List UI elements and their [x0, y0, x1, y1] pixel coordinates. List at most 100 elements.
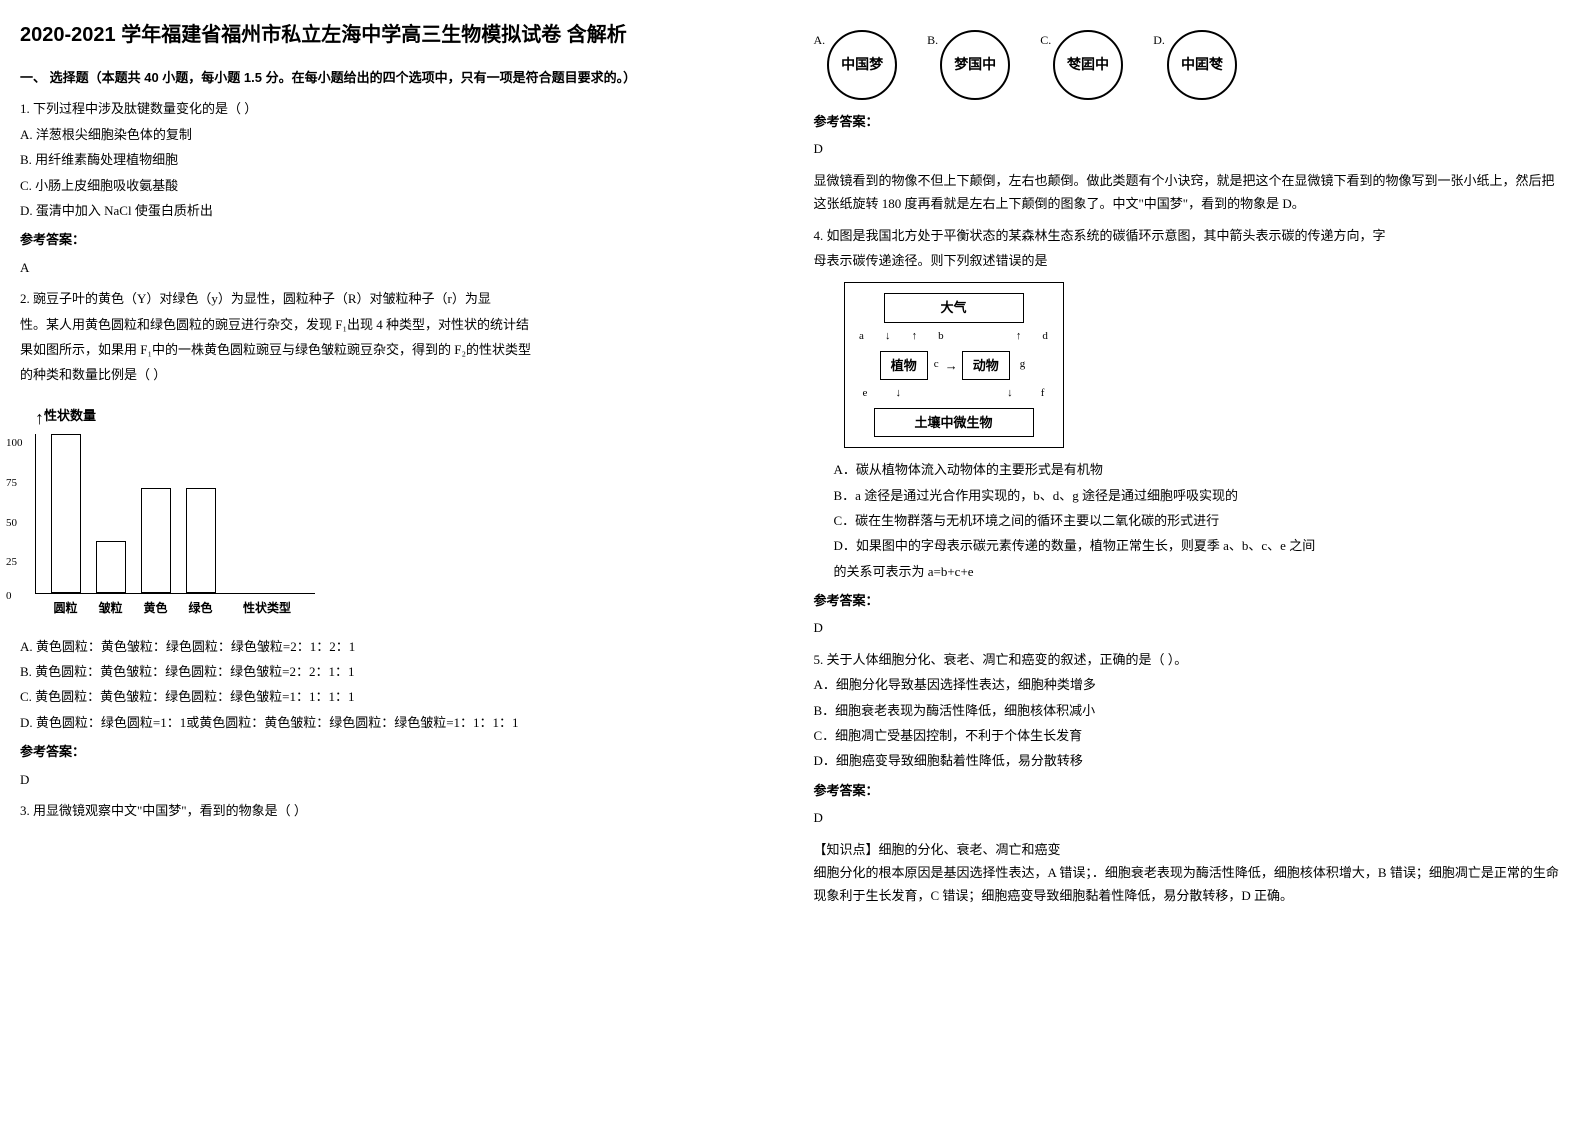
- q3-text: 3. 用显微镜观察中文"中国梦"，看到的物象是（ ）: [20, 799, 774, 822]
- question-2: 2. 豌豆子叶的黄色（Y）对绿色（y）为显性，圆粒种子（R）对皱粒种子（r）为显…: [20, 287, 774, 791]
- q4-text-2: 母表示碳传递途径。则下列叙述错误的是: [814, 249, 1568, 272]
- q5-text: 5. 关于人体细胞分化、衰老、凋亡和癌变的叙述，正确的是（ ）。: [814, 648, 1568, 671]
- q1-answer-label: 参考答案：: [20, 228, 774, 251]
- q3-answer: D: [814, 137, 1568, 160]
- q3-circle-d: 梦国中: [1167, 30, 1237, 100]
- atmosphere-box: 大气: [884, 293, 1024, 322]
- x-axis-labels: 圆粒 皱粒 黄色 绿色 性状类型: [25, 598, 769, 620]
- diagram-row-plant-animal: 植物 c → 动物 g: [851, 351, 1057, 380]
- q4-option-d: D．如果图中的字母表示碳元素传递的数量，植物正常生长，则夏季 a、b、c、e 之…: [834, 534, 1568, 557]
- bar-2: [96, 541, 126, 593]
- q4-option-c: C．碳在生物群落与无机环境之间的循环主要以二氧化碳的形式进行: [834, 509, 1568, 532]
- q3-answer-label: 参考答案：: [814, 110, 1568, 133]
- diagram-row-soil: 土壤中微生物: [851, 408, 1057, 437]
- bar-1: [51, 434, 81, 593]
- q3-d-text: 梦国中: [1181, 52, 1223, 77]
- q3-explanation: 显微镜看到的物像不但上下颠倒，左右也颠倒。做此类题有个小诀窍，就是把这个在显微镜…: [814, 169, 1568, 216]
- q3-b-label: B.: [927, 30, 938, 52]
- left-column: 2020-2021 学年福建省福州市私立左海中学高三生物模拟试卷 含解析 一、 …: [20, 20, 774, 916]
- x-axis-title: 性状类型: [243, 598, 291, 620]
- label-g: g: [1018, 355, 1028, 375]
- q3-a-text: 中国梦: [841, 52, 883, 77]
- q4-text-1: 4. 如图是我国北方处于平衡状态的某森林生态系统的碳循环示意图，其中箭头表示碳的…: [814, 224, 1568, 247]
- q5-answer-label: 参考答案：: [814, 779, 1568, 802]
- exam-title: 2020-2021 学年福建省福州市私立左海中学高三生物模拟试卷 含解析: [20, 20, 774, 50]
- y-label-75: 75: [6, 474, 17, 494]
- q2-option-b: B. 黄色圆粒：黄色皱粒：绿色圆粒：绿色皱粒=2：2：1：1: [20, 660, 774, 683]
- q2-answer-label: 参考答案：: [20, 740, 774, 763]
- q5-option-d: D．细胞癌变导致细胞黏着性降低，易分散转移: [814, 749, 1568, 772]
- q2-option-c: C. 黄色圆粒：黄色皱粒：绿色圆粒：绿色皱粒=1：1：1：1: [20, 685, 774, 708]
- y-label-0: 0: [6, 587, 12, 607]
- label-f: f: [1041, 384, 1045, 404]
- right-column: A. 中国梦 B. 梦国中 C. 中国梦 D. 梦国中: [814, 20, 1568, 916]
- q4-answer: D: [814, 616, 1568, 639]
- q5-option-c: C．细胞凋亡受基因控制，不利于个体生长发育: [814, 724, 1568, 747]
- bar-4: [186, 488, 216, 593]
- q4-option-b: B．a 途径是通过光合作用实现的，b、d、g 途径是通过细胞呼吸实现的: [834, 484, 1568, 507]
- x-label-3: 黄色: [133, 598, 178, 620]
- q2-text-1: 2. 豌豆子叶的黄色（Y）对绿色（y）为显性，圆粒种子（R）对皱粒种子（r）为显: [20, 287, 774, 310]
- label-c: c: [932, 355, 941, 375]
- q1-answer: A: [20, 256, 774, 279]
- q3-b-text: 梦国中: [954, 52, 996, 77]
- q5-explanation: 细胞分化的根本原因是基因选择性表达，A 错误；．细胞衰老表现为酶活性降低，细胞核…: [814, 861, 1568, 908]
- y-label-50: 50: [6, 514, 17, 534]
- q2-text-4: 的种类和数量比例是（ ）: [20, 363, 774, 386]
- q1-option-a: A. 洋葱根尖细胞染色体的复制: [20, 123, 774, 146]
- chart-arrow-title: ↑ 性状数量: [35, 402, 769, 434]
- q5-answer: D: [814, 806, 1568, 829]
- x-label-1: 圆粒: [43, 598, 88, 620]
- label-a: a: [859, 327, 864, 347]
- q3-option-a-wrap: A. 中国梦: [814, 30, 898, 100]
- label-d: d: [1042, 327, 1048, 347]
- q3-option-c-wrap: C. 中国梦: [1040, 30, 1123, 100]
- q5-option-b: B．细胞衰老表现为酶活性降低，细胞核体积减小: [814, 699, 1568, 722]
- animal-box: 动物: [962, 351, 1010, 380]
- q2-text-2: 性。某人用黄色圆粒和绿色圆粒的豌豆进行杂交，发现 F₁出现 4 种类型，对性状的…: [20, 313, 774, 336]
- q4-option-a: A．碳从植物体流入动物体的主要形式是有机物: [834, 458, 1568, 481]
- q1-option-b: B. 用纤维素酶处理植物细胞: [20, 148, 774, 171]
- q3-options: A. 中国梦 B. 梦国中 C. 中国梦 D. 梦国中: [814, 30, 1568, 100]
- q3-a-label: A.: [814, 30, 826, 52]
- q1-option-c: C. 小肠上皮细胞吸收氨基酸: [20, 174, 774, 197]
- down-arrow-icon-3: ↓: [1007, 384, 1013, 404]
- q2-text-3: 果如图所示，如果用 F₁中的一株黄色圆粒豌豆与绿色皱粒豌豆杂交，得到的 F₂的性…: [20, 338, 774, 361]
- q2-option-d: D. 黄色圆粒：绿色圆粒=1：1或黄色圆粒：黄色皱粒：绿色圆粒：绿色皱粒=1：1…: [20, 711, 774, 734]
- q2-answer: D: [20, 768, 774, 791]
- q3-circle-b: 梦国中: [940, 30, 1010, 100]
- soil-box: 土壤中微生物: [874, 408, 1034, 437]
- question-4: 4. 如图是我国北方处于平衡状态的某森林生态系统的碳循环示意图，其中箭头表示碳的…: [814, 224, 1568, 640]
- down-arrow-icon: ↓: [885, 327, 891, 347]
- y-label-100: 100: [6, 434, 23, 454]
- label-b: b: [938, 327, 944, 347]
- chart-y-title: 性状数量: [44, 404, 96, 427]
- q4-answer-label: 参考答案：: [814, 589, 1568, 612]
- y-label-25: 25: [6, 553, 17, 573]
- x-label-2: 皱粒: [88, 598, 133, 620]
- up-arrow-icon: ↑: [912, 327, 918, 347]
- q2-bar-chart: ↑ 性状数量 100 75 50 25 0 圆粒 皱粒 黄: [20, 397, 774, 625]
- diagram-row-atmosphere: 大气: [851, 293, 1057, 322]
- q4-option-d2: 的关系可表示为 a=b+c+e: [834, 560, 1568, 583]
- down-arrow-icon-2: ↓: [896, 384, 902, 404]
- q2-option-a: A. 黄色圆粒：黄色皱粒：绿色圆粒：绿色皱粒=2：1：2：1: [20, 635, 774, 658]
- right-arrow-icon: →: [945, 354, 958, 377]
- question-1: 1. 下列过程中涉及肽键数量变化的是（ ） A. 洋葱根尖细胞染色体的复制 B.…: [20, 97, 774, 279]
- q3-circle-a: 中国梦: [827, 30, 897, 100]
- diagram-arrow-row-2: e ↓ ↓ f: [851, 384, 1057, 404]
- up-arrow-icon-2: ↑: [1016, 327, 1022, 347]
- label-e: e: [863, 384, 868, 404]
- q3-option-d-wrap: D. 梦国中: [1153, 30, 1237, 100]
- page-container: 2020-2021 学年福建省福州市私立左海中学高三生物模拟试卷 含解析 一、 …: [20, 20, 1567, 916]
- carbon-cycle-diagram: 大气 a ↓ ↑ b ↑ d 植物 c → 动物 g: [844, 282, 1064, 448]
- q3-c-label: C.: [1040, 30, 1051, 52]
- q1-text: 1. 下列过程中涉及肽键数量变化的是（ ）: [20, 97, 774, 120]
- bar-3: [141, 488, 171, 593]
- bar-chart-area: 100 75 50 25 0: [35, 434, 315, 594]
- q3-d-label: D.: [1153, 30, 1165, 52]
- q1-option-d: D. 蛋清中加入 NaCl 使蛋白质析出: [20, 199, 774, 222]
- up-arrow-icon: ↑: [35, 402, 44, 434]
- question-5: 5. 关于人体细胞分化、衰老、凋亡和癌变的叙述，正确的是（ ）。 A．细胞分化导…: [814, 648, 1568, 908]
- plant-box: 植物: [880, 351, 928, 380]
